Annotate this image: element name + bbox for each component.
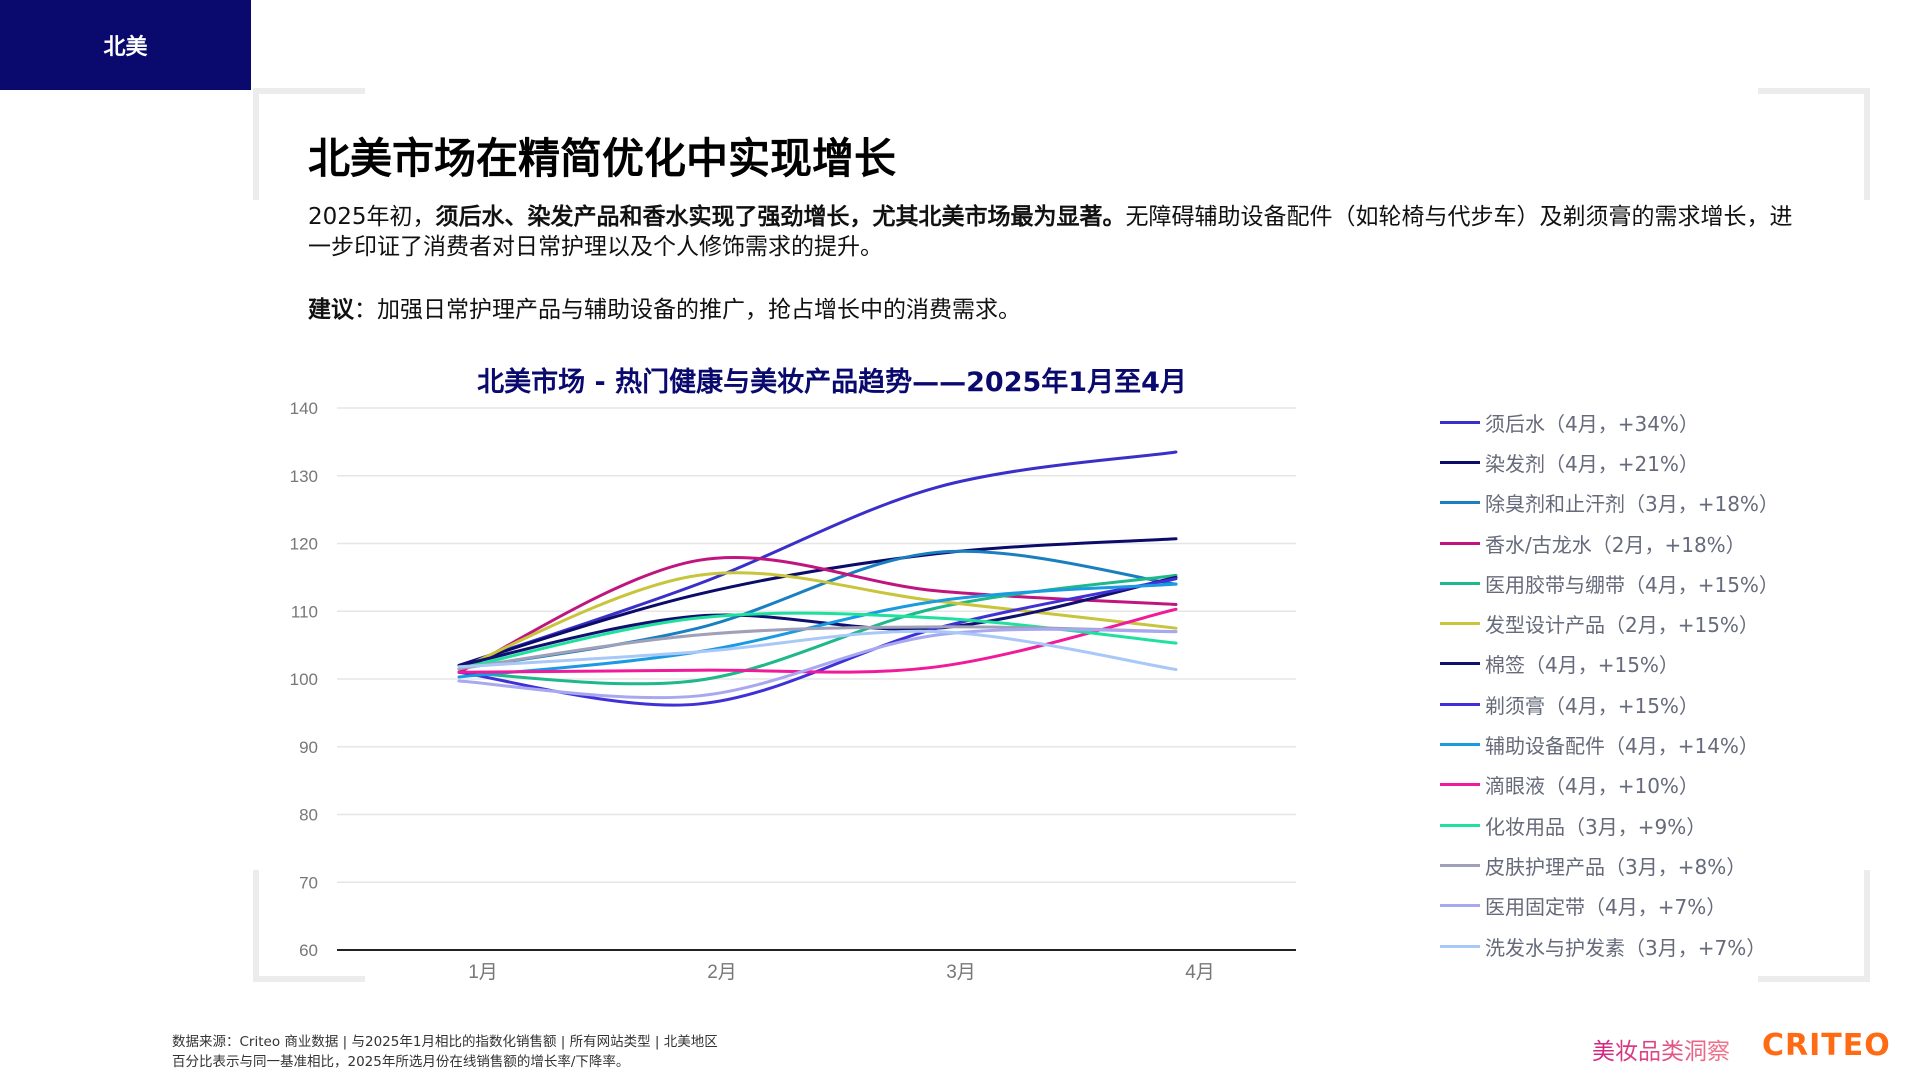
frame-corner <box>253 870 259 982</box>
legend-swatch <box>1440 863 1480 867</box>
series-line <box>457 627 1178 700</box>
legend-label: 除臭剂和止汗剂（3月，+18%） <box>1485 492 1779 517</box>
legend-label: 染发剂（4月，+21%） <box>1485 451 1699 476</box>
legend-item: 棉签（4月，+15%） <box>1440 644 1779 684</box>
legend-swatch <box>1440 743 1480 747</box>
legend-item: 医用固定带（4月，+7%） <box>1440 886 1779 926</box>
summary-highlight: 须后水、染发产品和香水实现了强劲增长，尤其北美市场最为显著。 <box>435 204 1126 230</box>
frame-corner <box>1758 88 1870 94</box>
legend-item: 剃须膏（4月，+15%） <box>1440 684 1779 724</box>
y-tick-label: 130 <box>290 467 318 486</box>
advice: 建议：加强日常护理产品与辅助设备的推广，抢占增长中的消费需求。 <box>308 290 1021 324</box>
y-tick-label: 60 <box>299 941 318 960</box>
y-tick-label: 80 <box>299 806 318 825</box>
advice-text: ：加强日常护理产品与辅助设备的推广，抢占增长中的消费需求。 <box>354 297 1021 323</box>
x-tick-label: 4月 <box>1185 962 1215 983</box>
legend-swatch <box>1440 581 1480 585</box>
frame-corner <box>1758 976 1870 982</box>
legend-swatch <box>1440 501 1480 505</box>
frame-corner <box>253 88 259 200</box>
x-tick-label: 2月 <box>707 962 737 983</box>
legend-item: 医用胶带与绷带（4月，+15%） <box>1440 563 1779 603</box>
legend-label: 皮肤护理产品（3月，+8%） <box>1485 854 1747 879</box>
legend-item: 香水/古龙水（2月，+18%） <box>1440 523 1779 563</box>
criteo-logo: CRITEO <box>1762 1028 1891 1063</box>
page-title: 北美市场在精简优化中实现增长 <box>308 134 897 183</box>
legend-swatch <box>1440 944 1480 948</box>
legend-label: 滴眼液（4月，+10%） <box>1485 774 1699 799</box>
legend-label: 香水/古龙水（2月，+18%） <box>1485 532 1746 557</box>
series-line <box>457 450 1178 667</box>
series-line <box>457 629 1178 672</box>
legend-label: 医用固定带（4月，+7%） <box>1485 895 1727 920</box>
legend-label: 辅助设备配件（4月，+14%） <box>1485 734 1759 759</box>
legend-swatch <box>1440 783 1480 787</box>
frame-corner <box>1864 870 1870 982</box>
x-tick-label: 3月 <box>946 962 976 983</box>
legend-swatch <box>1440 420 1480 424</box>
legend-label: 洗发水与护发素（3月，+7%） <box>1485 935 1767 960</box>
legend-label: 剃须膏（4月，+15%） <box>1485 693 1699 718</box>
legend-swatch <box>1440 702 1480 706</box>
y-tick-label: 110 <box>291 602 318 621</box>
legend-label: 须后水（4月，+34%） <box>1485 411 1699 436</box>
chart-legend: 须后水（4月，+34%） 染发剂（4月，+21%） 除臭剂和止汗剂（3月，+18%）… <box>1440 402 1779 966</box>
brand-insights-label: 美妆品类洞察 <box>1592 1032 1730 1066</box>
y-tick-label: 90 <box>299 738 318 757</box>
legend-item: 皮肤护理产品（3月，+8%） <box>1440 845 1779 885</box>
legend-item: 除臭剂和止汗剂（3月，+18%） <box>1440 483 1779 523</box>
frame-corner <box>1864 88 1870 200</box>
legend-item: 滴眼液（4月，+10%） <box>1440 765 1779 805</box>
y-tick-label: 100 <box>290 670 318 689</box>
percent-note: 百分比表示与同一基准相比，2025年所选月份在线销售额的增长率/下降率。 <box>172 1054 630 1070</box>
series-line <box>457 582 1178 679</box>
summary-paragraph: 2025年初，须后水、染发产品和香水实现了强劲增长，尤其北美市场最为显著。无障碍… <box>308 202 1808 262</box>
legend-swatch <box>1440 460 1480 464</box>
legend-label: 化妆用品（3月，+9%） <box>1485 814 1707 839</box>
y-tick-label: 70 <box>299 873 318 892</box>
legend-label: 发型设计产品（2月，+15%） <box>1485 613 1759 638</box>
legend-swatch <box>1440 662 1480 666</box>
legend-swatch <box>1440 823 1480 827</box>
legend-item: 辅助设备配件（4月，+14%） <box>1440 724 1779 764</box>
legend-swatch <box>1440 541 1480 545</box>
legend-item: 须后水（4月，+34%） <box>1440 402 1779 442</box>
series-line <box>457 607 1178 674</box>
series-line <box>457 575 1178 667</box>
frame-corner <box>253 976 365 982</box>
chart-title: 北美市场 - 热门健康与美妆产品趋势——2025年1月至4月 <box>477 367 1187 398</box>
y-tick-label: 120 <box>290 535 318 554</box>
legend-item: 化妆用品（3月，+9%） <box>1440 805 1779 845</box>
legend-label: 棉签（4月，+15%） <box>1485 653 1679 678</box>
summary-lead: 2025年初， <box>308 204 436 230</box>
series-line <box>457 571 1178 671</box>
legend-label: 医用胶带与绷带（4月，+15%） <box>1485 572 1779 597</box>
advice-label: 建议 <box>308 297 354 323</box>
legend-item: 洗发水与护发素（3月，+7%） <box>1440 926 1779 966</box>
frame-corner <box>253 88 365 94</box>
series-line <box>457 537 1178 667</box>
legend-item: 染发剂（4月，+21%） <box>1440 442 1779 482</box>
legend-item: 发型设计产品（2月，+15%） <box>1440 603 1779 643</box>
legend-swatch <box>1440 622 1480 626</box>
series-line <box>457 573 1178 686</box>
region-tag: 北美 <box>0 0 251 90</box>
footer: 数据来源：Criteo 商业数据 | 与2025年1月相比的指数化销售额 | 所… <box>172 1032 718 1072</box>
source-note: 数据来源：Criteo 商业数据 | 与2025年1月相比的指数化销售额 | 所… <box>172 1034 718 1050</box>
summary-rest: 无障碍辅助设备配件（如轮椅与代步车）及剃须膏的需求增长，进一步印证了消费者对日常… <box>308 204 1793 260</box>
x-tick-label: 1月 <box>468 962 498 983</box>
legend-swatch <box>1440 904 1480 908</box>
y-tick-label: 140 <box>290 399 318 418</box>
